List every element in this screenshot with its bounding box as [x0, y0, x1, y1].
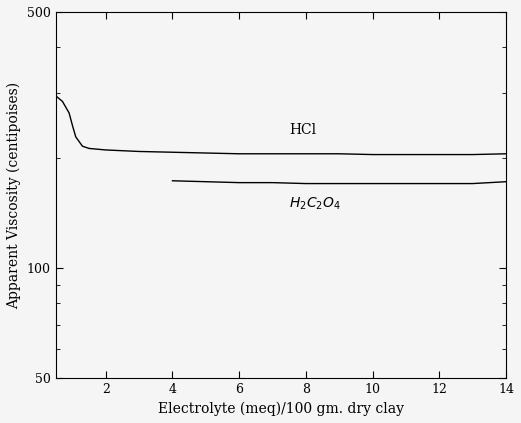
- Text: $H_2C_2O_4$: $H_2C_2O_4$: [289, 195, 341, 212]
- Text: HCl: HCl: [289, 123, 316, 137]
- X-axis label: Electrolyte (meq)/100 gm. dry clay: Electrolyte (meq)/100 gm. dry clay: [158, 402, 404, 416]
- Y-axis label: Apparent Viscosity (centipoises): Apparent Viscosity (centipoises): [7, 82, 21, 309]
